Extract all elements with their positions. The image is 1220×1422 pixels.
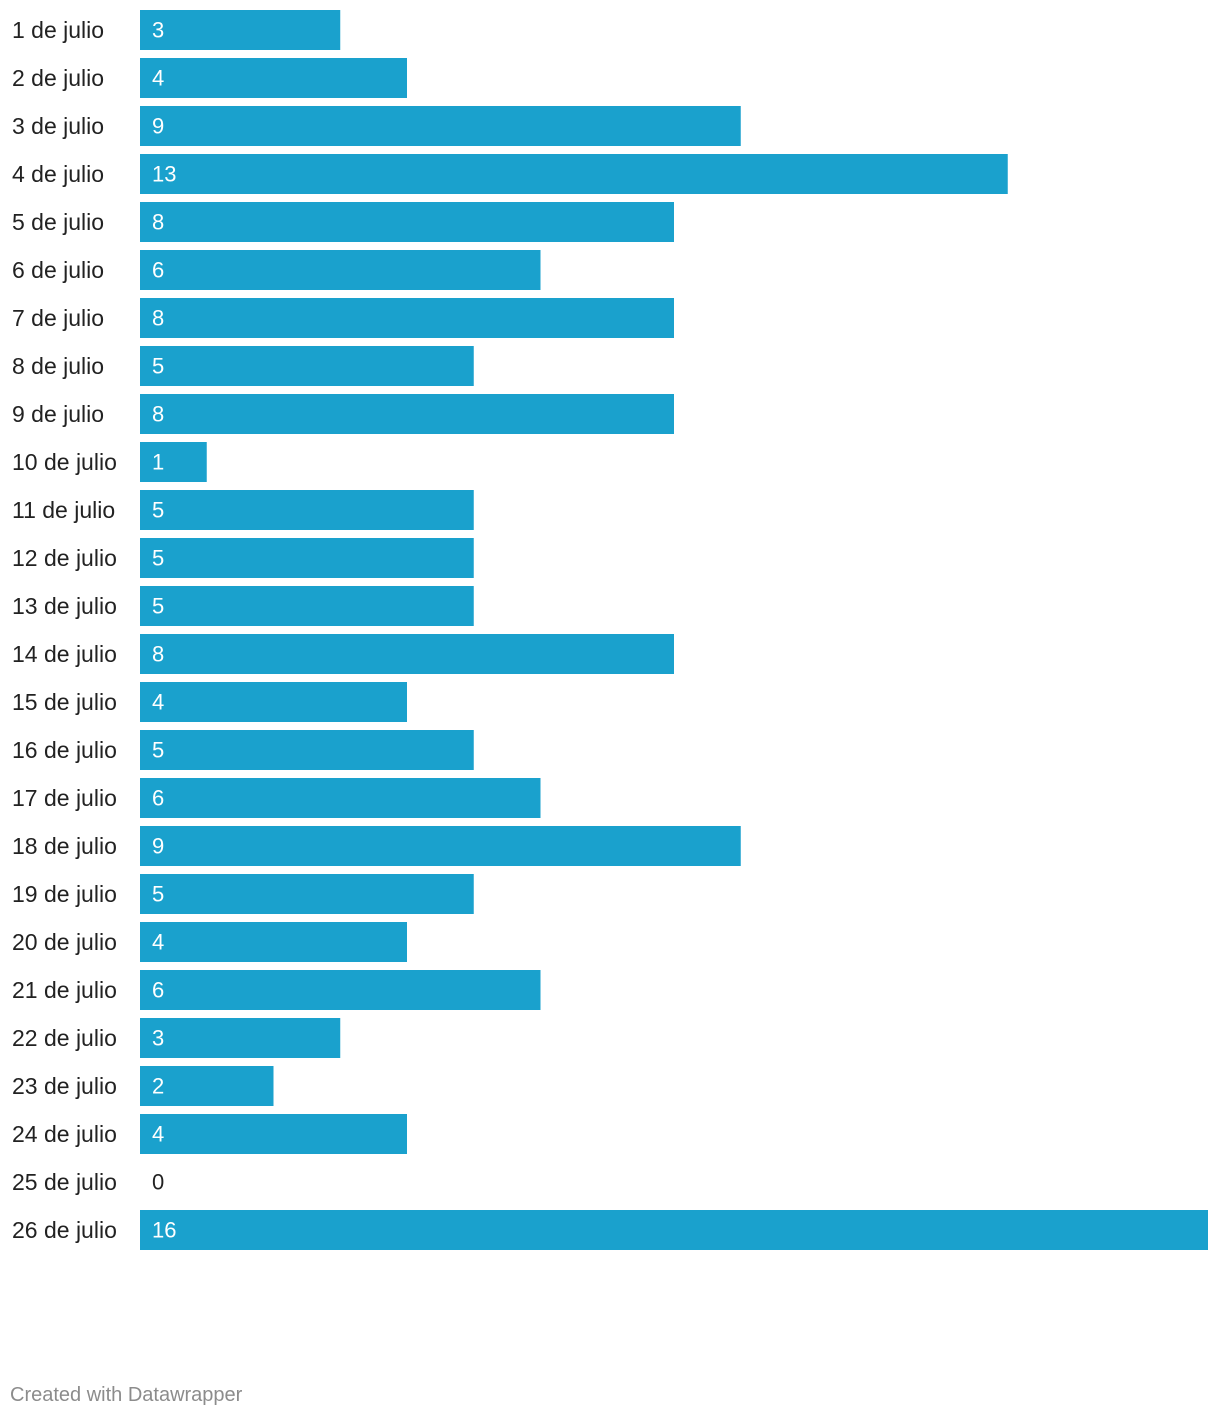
value-label: 8	[152, 402, 164, 427]
credit-text: Created with Datawrapper	[10, 1384, 243, 1406]
bar	[140, 922, 407, 962]
category-label: 18 de julio	[12, 833, 117, 859]
value-label: 5	[152, 546, 164, 571]
bar	[140, 634, 674, 674]
category-label: 14 de julio	[12, 641, 117, 667]
category-label: 24 de julio	[12, 1121, 117, 1147]
bar-chart: 1 de julio 3 2 de julio 4 3 de julio 9 4 de ju…	[12, 10, 1208, 1250]
value-label: 4	[152, 930, 164, 955]
bar	[140, 202, 674, 242]
category-label: 20 de julio	[12, 929, 117, 955]
category-label: 11 de julio	[12, 497, 115, 523]
bar	[140, 1210, 1208, 1250]
bar	[140, 490, 474, 530]
category-label: 10 de julio	[12, 449, 117, 475]
category-label: 22 de julio	[12, 1025, 117, 1051]
value-label: 6	[152, 978, 164, 1003]
value-label: 4	[152, 690, 164, 715]
bar	[140, 826, 741, 866]
bar	[140, 970, 541, 1010]
category-label: 4 de julio	[12, 161, 104, 187]
bar	[140, 1018, 341, 1058]
category-label: 19 de julio	[12, 881, 117, 907]
value-label: 9	[152, 114, 164, 139]
value-label: 0	[152, 1170, 164, 1195]
category-label: 3 de julio	[12, 113, 104, 139]
bar	[140, 874, 474, 914]
category-label: 16 de julio	[12, 737, 117, 763]
value-label: 13	[152, 162, 176, 187]
category-label: 25 de julio	[12, 1169, 117, 1195]
value-label: 5	[152, 498, 164, 523]
bar	[140, 442, 207, 482]
bar	[140, 58, 407, 98]
category-label: 26 de julio	[12, 1217, 117, 1243]
bar	[140, 778, 541, 818]
value-label: 5	[152, 882, 164, 907]
bar	[140, 1066, 274, 1106]
value-label: 6	[152, 786, 164, 811]
category-label: 13 de julio	[12, 593, 117, 619]
category-label: 9 de julio	[12, 401, 104, 427]
bar	[140, 730, 474, 770]
value-label: 3	[152, 1026, 164, 1051]
category-label: 15 de julio	[12, 689, 117, 715]
category-label: 12 de julio	[12, 545, 117, 571]
value-label: 4	[152, 1122, 164, 1147]
bar	[140, 1114, 407, 1154]
value-label: 5	[152, 594, 164, 619]
category-label: 5 de julio	[12, 209, 104, 235]
category-label: 23 de julio	[12, 1073, 117, 1099]
bar	[140, 250, 541, 290]
category-label: 8 de julio	[12, 353, 104, 379]
value-label: 16	[152, 1218, 176, 1243]
value-label: 8	[152, 210, 164, 235]
value-label: 5	[152, 354, 164, 379]
bar	[140, 682, 407, 722]
bar	[140, 586, 474, 626]
value-label: 5	[152, 738, 164, 763]
value-label: 2	[152, 1074, 164, 1099]
bar	[140, 106, 741, 146]
category-label: 21 de julio	[12, 977, 117, 1003]
category-label: 7 de julio	[12, 305, 104, 331]
value-label: 1	[152, 450, 164, 475]
bar	[140, 154, 1008, 194]
category-label: 17 de julio	[12, 785, 117, 811]
value-label: 4	[152, 66, 164, 91]
category-label: 6 de julio	[12, 257, 104, 283]
value-label: 8	[152, 306, 164, 331]
category-label: 1 de julio	[12, 17, 104, 43]
value-label: 3	[152, 18, 164, 43]
value-label: 6	[152, 258, 164, 283]
bar	[140, 394, 674, 434]
bar	[140, 10, 341, 50]
bar	[140, 298, 674, 338]
value-label: 8	[152, 642, 164, 667]
value-label: 9	[152, 834, 164, 859]
category-label: 2 de julio	[12, 65, 104, 91]
bar	[140, 538, 474, 578]
bar	[140, 346, 474, 386]
